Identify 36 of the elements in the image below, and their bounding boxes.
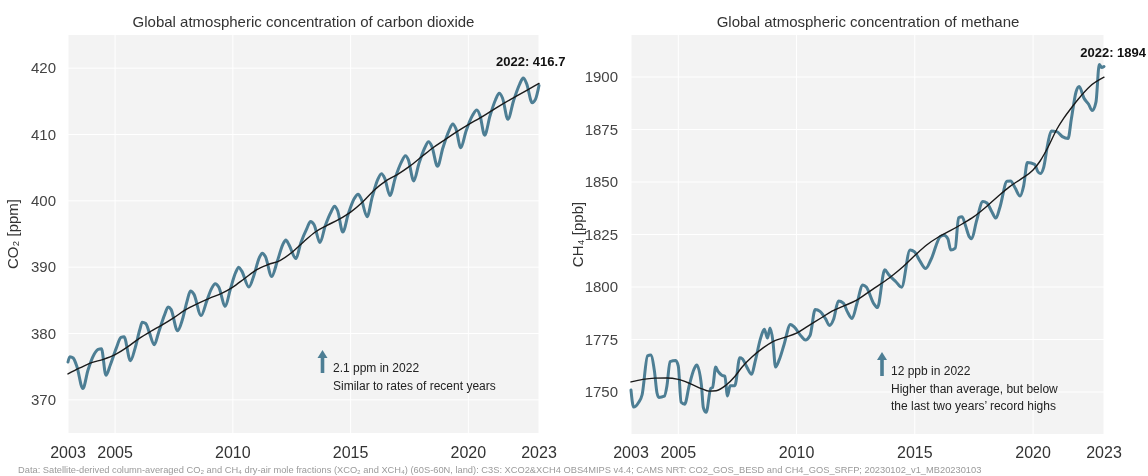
- x-tick-label: 2015: [332, 444, 369, 461]
- y-tick-label: 1775: [584, 330, 618, 348]
- chart-title: Global atmospheric concentration of methane: [716, 13, 1020, 30]
- y-tick-label: 420: [30, 59, 56, 77]
- annotation: Similar to rates of recent years: [333, 379, 496, 393]
- x-tick-label: 2023: [1086, 444, 1122, 461]
- y-tick-label: 1900: [584, 68, 618, 85]
- annotation: 2.1 ppm in 2022: [333, 361, 420, 375]
- chart-title: Global atmospheric concentration of carbon dioxide: [132, 13, 475, 30]
- y-tick-label: 370: [30, 390, 56, 408]
- annotation: the last two years’ record highs: [891, 399, 1056, 413]
- x-tick-label: 2003: [50, 444, 86, 461]
- y-tick-label: 1850: [584, 173, 618, 190]
- y-tick-label: 380: [30, 324, 56, 342]
- x-tick-label: 2015: [897, 444, 933, 461]
- y-tick-label: 410: [30, 125, 56, 143]
- x-tick-label: 2020: [1015, 444, 1051, 461]
- y-axis-title: CH₄ [ppb]: [569, 201, 586, 268]
- y-tick-label: 390: [30, 258, 56, 276]
- y-tick-label: 1800: [584, 278, 618, 295]
- x-tick-label: 2020: [450, 444, 487, 461]
- x-tick-label: 2003: [613, 444, 649, 461]
- y-tick-label: 1875: [584, 120, 618, 138]
- x-tick-label: 2005: [97, 444, 133, 461]
- annotation: 12 ppb in 2022: [891, 364, 971, 378]
- x-tick-label: 2010: [215, 444, 251, 461]
- annotation: Higher than average, but below: [891, 382, 1059, 396]
- annotation: 2022: 416.7: [496, 54, 566, 69]
- y-tick-label: 400: [30, 191, 56, 209]
- text: Data: Satellite-derived column-averaged CO₂ and CH₄ dry-air mole fractions (XCO₂ and XCH₄) (60S-60N, land): C3S: XCO2&XCH4 OBS4MIPS v4.4; CAMS NRT: CO2_GOS_BESD and CH4_GOS_SRFP; 20230102_v1_MB20230103: [18, 465, 982, 475]
- annotation: 2022: 1894: [1080, 45, 1147, 60]
- x-tick-label: 2005: [660, 444, 697, 461]
- x-tick-label: 2010: [778, 444, 815, 461]
- y-axis-title: CO₂ [ppm]: [4, 198, 21, 270]
- x-tick-label: 2023: [521, 444, 557, 461]
- y-tick-label: 1750: [584, 383, 618, 400]
